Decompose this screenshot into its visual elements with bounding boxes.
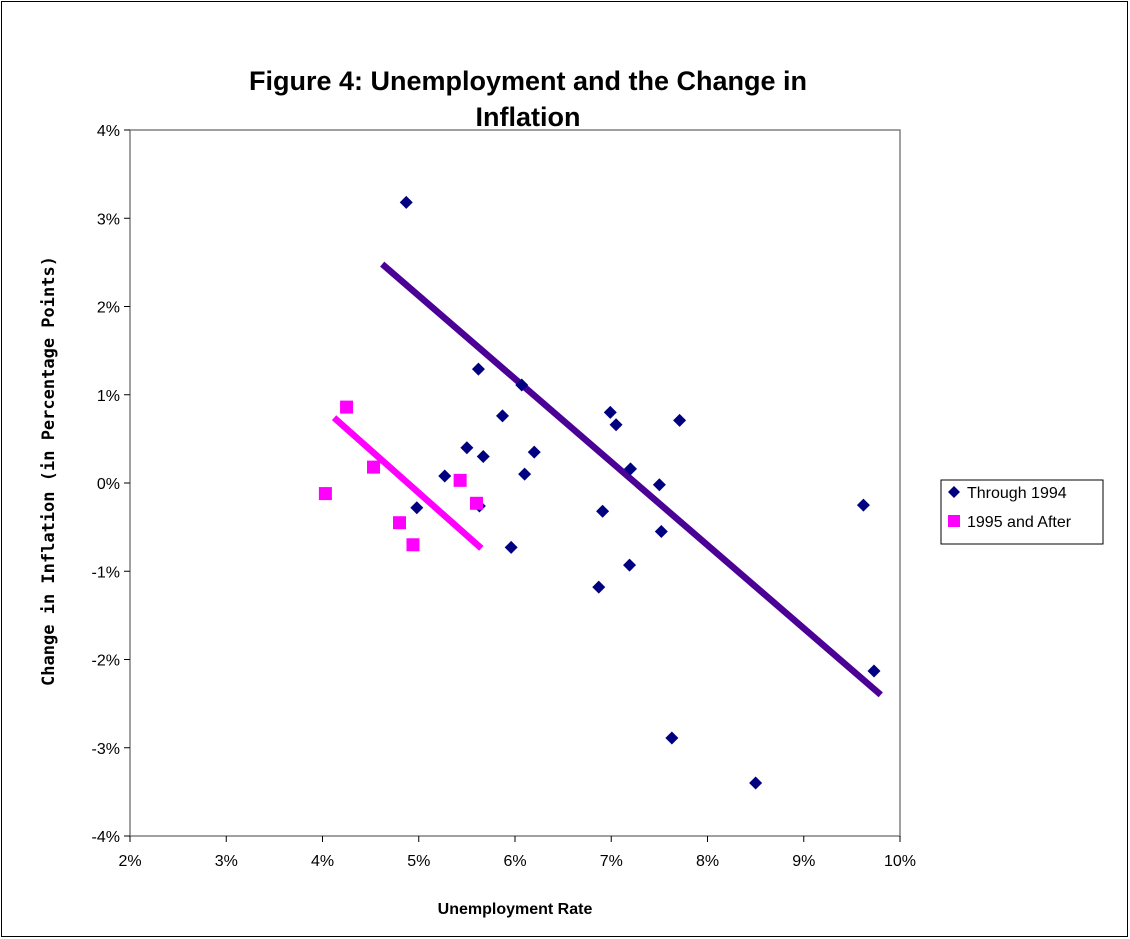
data-point-through-1994 [603, 405, 617, 419]
data-point-1995-and-after [340, 400, 354, 414]
data-point-through-1994 [673, 413, 687, 427]
data-point-through-1994 [596, 504, 610, 518]
data-points [318, 195, 881, 790]
x-axis-label: Unemployment Rate [438, 901, 593, 918]
data-point-through-1994 [624, 462, 637, 476]
legend-marker-through-1994 [948, 486, 960, 498]
data-point-through-1994 [527, 445, 541, 459]
y-tick-label: 2% [97, 300, 120, 317]
data-point-through-1994 [749, 776, 763, 790]
data-point-through-1994 [495, 409, 509, 423]
x-tick-label: 3% [215, 853, 238, 870]
data-point-through-1994 [471, 362, 485, 376]
data-point-through-1994 [856, 498, 870, 512]
data-point-through-1994 [518, 467, 532, 481]
legend-label-through-1994: Through 1994 [967, 485, 1067, 502]
legend-label-1995-and-after: 1995 and After [967, 514, 1072, 531]
data-point-1995-and-after [453, 473, 467, 487]
y-axis-label: Change in Inflation (in Percentage Point… [39, 256, 59, 686]
data-point-through-1994 [609, 418, 623, 432]
x-tick-label: 4% [311, 853, 334, 870]
y-tick-label: 0% [97, 476, 120, 493]
data-point-1995-and-after [318, 487, 332, 501]
x-tick-label: 6% [503, 853, 526, 870]
data-point-through-1994 [460, 441, 474, 455]
plot-area [129, 129, 901, 837]
data-point-through-1994 [410, 501, 424, 515]
y-tick-label: -3% [92, 741, 120, 758]
data-point-through-1994 [504, 540, 518, 554]
x-axis: 2% 3% 4% 5% 6% 7% 8% 9% 10% [118, 836, 916, 870]
data-point-through-1994 [476, 450, 490, 464]
x-tick-label: 2% [118, 853, 141, 870]
data-point-through-1994 [399, 195, 413, 209]
y-tick-label: 3% [97, 211, 120, 228]
data-point-1995-and-after [393, 516, 406, 530]
data-point-through-1994 [515, 378, 529, 392]
y-tick-label: 4% [97, 123, 120, 140]
trendline-1995-and-after [331, 415, 484, 551]
legend-marker-1995-and-after [948, 515, 960, 527]
y-tick-label: -4% [92, 829, 120, 846]
data-point-through-1994 [867, 664, 881, 678]
trendlines [331, 261, 883, 698]
y-axis: 4% 3% 2% 1% 0% -1% -2% -3% -4% [92, 123, 130, 846]
data-point-through-1994 [623, 558, 637, 572]
y-tick-label: 1% [97, 388, 120, 405]
data-point-through-1994 [665, 731, 679, 745]
legend-box [940, 479, 1104, 545]
y-tick-label: -2% [92, 653, 120, 670]
x-tick-label: 10% [884, 853, 916, 870]
data-point-through-1994 [592, 580, 606, 594]
y-tick-label: -1% [92, 564, 120, 581]
data-point-1995-and-after [406, 538, 420, 552]
x-tick-label: 7% [600, 853, 623, 870]
data-point-through-1994 [438, 469, 452, 483]
chart-title-line-1: Figure 4: Unemployment and the Change in [249, 66, 807, 96]
chart-title-line-2: Inflation [476, 102, 581, 132]
trendline-through-1994 [380, 261, 883, 698]
x-tick-label: 9% [792, 853, 815, 870]
legend: Through 1994 1995 and After [940, 479, 1104, 545]
data-point-through-1994 [652, 478, 666, 492]
x-tick-label: 8% [696, 853, 719, 870]
data-point-1995-and-after [470, 496, 483, 510]
x-tick-label: 5% [407, 853, 430, 870]
data-point-through-1994 [654, 525, 668, 539]
data-point-1995-and-after [367, 460, 381, 474]
